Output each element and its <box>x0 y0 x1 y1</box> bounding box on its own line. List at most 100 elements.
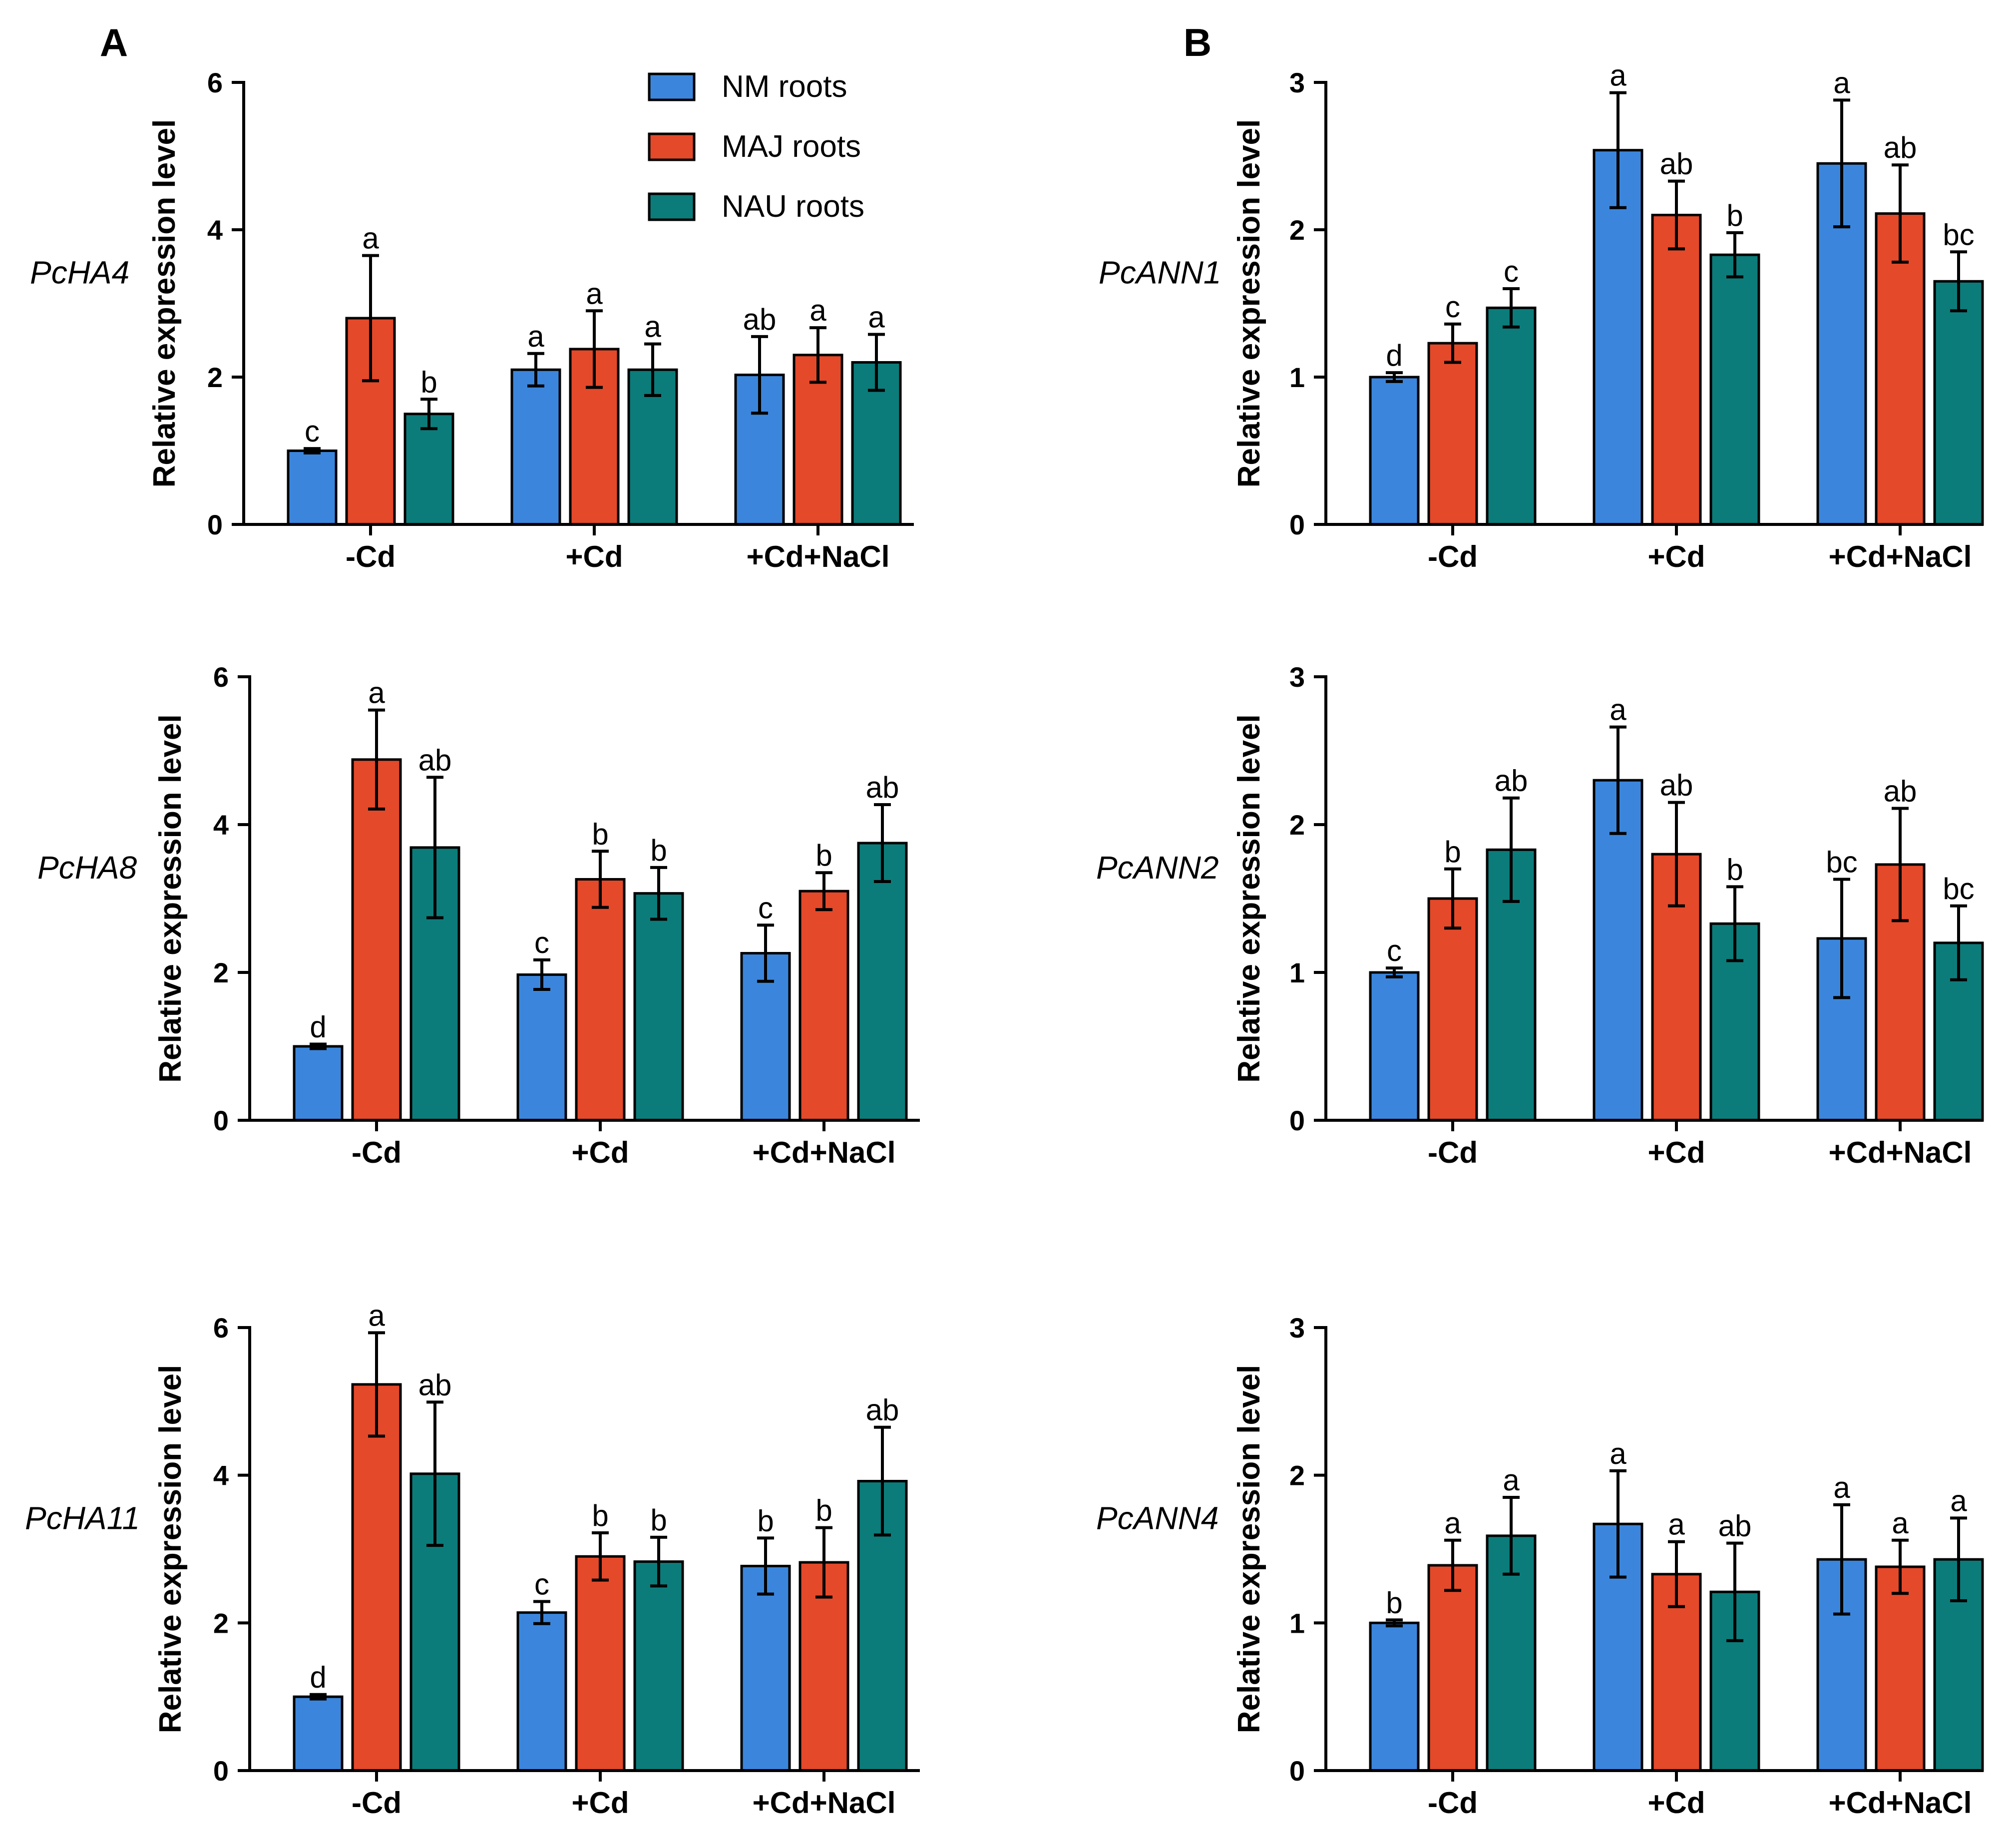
error-bar-pcann1-nau-roots-cd <box>1726 231 1743 279</box>
significance-letter-pcann4-nm-roots-cd: b <box>1386 1586 1402 1619</box>
significance-letter-pcann2-maj-roots-cd: ab <box>1660 769 1693 802</box>
significance-letter-pcann4-nau-roots-cd: ab <box>1718 1509 1752 1543</box>
significance-letter-pcha11-nm-roots-cd: d <box>310 1661 326 1694</box>
y-tick-label-2: 2 <box>213 957 229 988</box>
error-bar-pcha4-maj-roots-cd-nacl <box>809 326 826 384</box>
y-axis-label-pcann2: Relative expression level <box>1232 714 1266 1083</box>
error-bar-pcha4-maj-roots-cd <box>362 254 379 383</box>
significance-letter-pcha8-maj-roots-cd: a <box>368 676 385 710</box>
significance-letter-pcann1-maj-roots-cd-nacl: ab <box>1884 131 1917 164</box>
legend-item-nau-roots: NAU roots <box>648 189 864 224</box>
y-axis-label-pcha4: Relative expression level <box>147 119 182 488</box>
legend: NM roots MAJ roots NAU roots <box>648 69 864 224</box>
legend-item-nm-roots: NM roots <box>648 69 847 104</box>
x-tick-label-cd: -Cd <box>346 540 396 573</box>
error-bar-pcann1-maj-roots-cd-nacl <box>1892 163 1909 264</box>
bar-pcann1-maj-roots-cd <box>1427 342 1478 526</box>
error-bar-pcha4-nm-roots-cd-nacl <box>751 335 768 415</box>
y-axis-label-pcha8: Relative expression level <box>153 714 188 1083</box>
significance-letter-pcha11-nau-roots-cd: b <box>650 1503 667 1537</box>
error-bar-pcann4-nau-roots-cd <box>1726 1541 1743 1642</box>
significance-letter-pcann1-nm-roots-cd-nacl: a <box>1833 66 1850 99</box>
error-bar-pcann2-nau-roots-cd <box>1726 885 1743 962</box>
significance-letter-pcha11-maj-roots-cd: b <box>592 1499 608 1532</box>
error-bar-pcann1-maj-roots-cd <box>1444 322 1461 364</box>
bar-pcann1-nm-roots-cd <box>1593 149 1643 526</box>
significance-letter-pcann1-nm-roots-cd: a <box>1610 59 1626 92</box>
significance-letter-pcha8-nm-roots-cd: d <box>310 1010 326 1044</box>
x-tick-label-cd: -Cd <box>1428 1136 1478 1169</box>
error-bar-pcann1-nm-roots-cd <box>1610 91 1626 209</box>
significance-letter-pcha4-maj-roots-cd: a <box>362 222 379 255</box>
gene-label-pcann4: PcANN4 <box>1096 1500 1218 1536</box>
error-bar-pcha11-nau-roots-cd <box>426 1400 443 1547</box>
y-tick-label-2: 2 <box>1289 1460 1305 1491</box>
x-tick-label-cd: +Cd <box>571 1786 629 1820</box>
y-tick-label-3: 3 <box>1289 661 1305 693</box>
significance-letter-pcann1-maj-roots-cd: ab <box>1660 147 1693 181</box>
significance-letter-pcha11-maj-roots-cd-nacl: b <box>815 1494 832 1527</box>
error-bar-pcha11-nm-roots-cd-nacl <box>757 1536 774 1596</box>
legend-swatch-nau-roots <box>648 192 696 221</box>
significance-letter-pcha4-nau-roots-cd-nacl: a <box>868 300 885 334</box>
y-tick-label-6: 6 <box>207 67 223 98</box>
chart-pcann1: d a a c ab ab c b bc 0 1 2 3 -Cd +Cd +Cd+NaCl Relative e… <box>1099 59 1984 573</box>
y-tick-label-0: 0 <box>213 1755 229 1787</box>
error-bar-pcha4-nm-roots-cd <box>527 352 544 388</box>
bar-pcha8-nm-roots-cd <box>516 973 567 1122</box>
x-tick-label-cd: -Cd <box>352 1136 402 1169</box>
significance-letter-pcha11-maj-roots-cd: a <box>368 1299 385 1332</box>
bar-pcha8-maj-roots-cd <box>575 878 626 1122</box>
significance-letter-pcha4-nau-roots-cd: b <box>420 365 437 399</box>
significance-letter-pcha4-nm-roots-cd: c <box>305 415 320 448</box>
error-bar-pcha4-nm-roots-cd <box>304 447 321 455</box>
y-tick-label-2: 2 <box>207 362 223 393</box>
error-bar-pcann4-nm-roots-cd <box>1610 1469 1626 1579</box>
error-bar-pcann2-maj-roots-cd-nacl <box>1892 807 1909 922</box>
significance-letter-pcha8-nau-roots-cd-nacl: ab <box>866 771 899 804</box>
error-bar-pcha11-nm-roots-cd <box>533 1600 550 1625</box>
significance-letter-pcann1-nau-roots-cd-nacl: bc <box>1943 218 1974 251</box>
bar-pcann1-maj-roots-cd <box>1651 214 1702 526</box>
error-bar-pcann2-nm-roots-cd-nacl <box>1833 878 1850 999</box>
gene-label-pcann2: PcANN2 <box>1096 850 1218 886</box>
error-bar-pcha8-nau-roots-cd <box>426 776 443 919</box>
error-bar-pcann1-nm-roots-cd-nacl <box>1833 98 1850 229</box>
significance-letter-pcha8-maj-roots-cd-nacl: b <box>815 839 832 872</box>
gene-label-pcha11: PcHA11 <box>25 1500 140 1536</box>
error-bar-pcann1-nm-roots-cd <box>1386 371 1403 383</box>
x-tick-label-cd: +Cd <box>571 1136 629 1169</box>
bar-pcha11-nm-roots-cd-nacl <box>740 1565 791 1772</box>
error-bar-pcha11-maj-roots-cd <box>368 1331 385 1438</box>
legend-swatch-maj-roots <box>648 132 696 161</box>
x-tick-label-cd-nacl: +Cd+NaCl <box>1829 1786 1972 1820</box>
legend-label-maj-roots: MAJ roots <box>722 129 861 164</box>
bar-pcann2-nm-roots-cd <box>1369 971 1420 1122</box>
error-bar-pcha4-maj-roots-cd <box>586 309 603 389</box>
error-bar-pcha4-nau-roots-cd <box>420 398 437 431</box>
significance-letter-pcann2-nm-roots-cd: c <box>1387 934 1402 967</box>
significance-letter-pcann1-nau-roots-cd: c <box>1504 255 1519 288</box>
significance-letter-pcann4-maj-roots-cd-nacl: a <box>1892 1506 1909 1540</box>
significance-letter-pcann4-maj-roots-cd: a <box>1668 1508 1685 1541</box>
significance-letter-pcha8-nau-roots-cd: ab <box>418 743 452 777</box>
error-bar-pcha8-maj-roots-cd <box>368 708 385 811</box>
legend-label-nau-roots: NAU roots <box>722 189 864 224</box>
gene-label-pcha8: PcHA8 <box>37 850 137 886</box>
x-tick-label-cd-nacl: +Cd+NaCl <box>747 540 890 573</box>
bar-pcann1-nau-roots-cd <box>1486 306 1537 526</box>
bar-pcha11-nau-roots-cd <box>633 1560 684 1772</box>
bar-pcha11-maj-roots-cd <box>351 1383 402 1772</box>
significance-letter-pcann2-nau-roots-cd: b <box>1726 853 1743 886</box>
error-bar-pcann1-nau-roots-cd <box>1503 287 1520 329</box>
bar-pcha8-nm-roots-cd <box>293 1045 344 1122</box>
error-bar-pcann2-nau-roots-cd <box>1503 796 1520 903</box>
bar-pcann1-nau-roots-cd-nacl <box>1933 280 1984 526</box>
y-axis-label-pcha11: Relative expression level <box>153 1365 188 1734</box>
bar-pcann4-maj-roots-cd <box>1427 1564 1478 1772</box>
panel-label-b: B <box>1184 20 1211 64</box>
significance-letter-pcann2-nau-roots-cd-nacl: bc <box>1943 872 1974 906</box>
